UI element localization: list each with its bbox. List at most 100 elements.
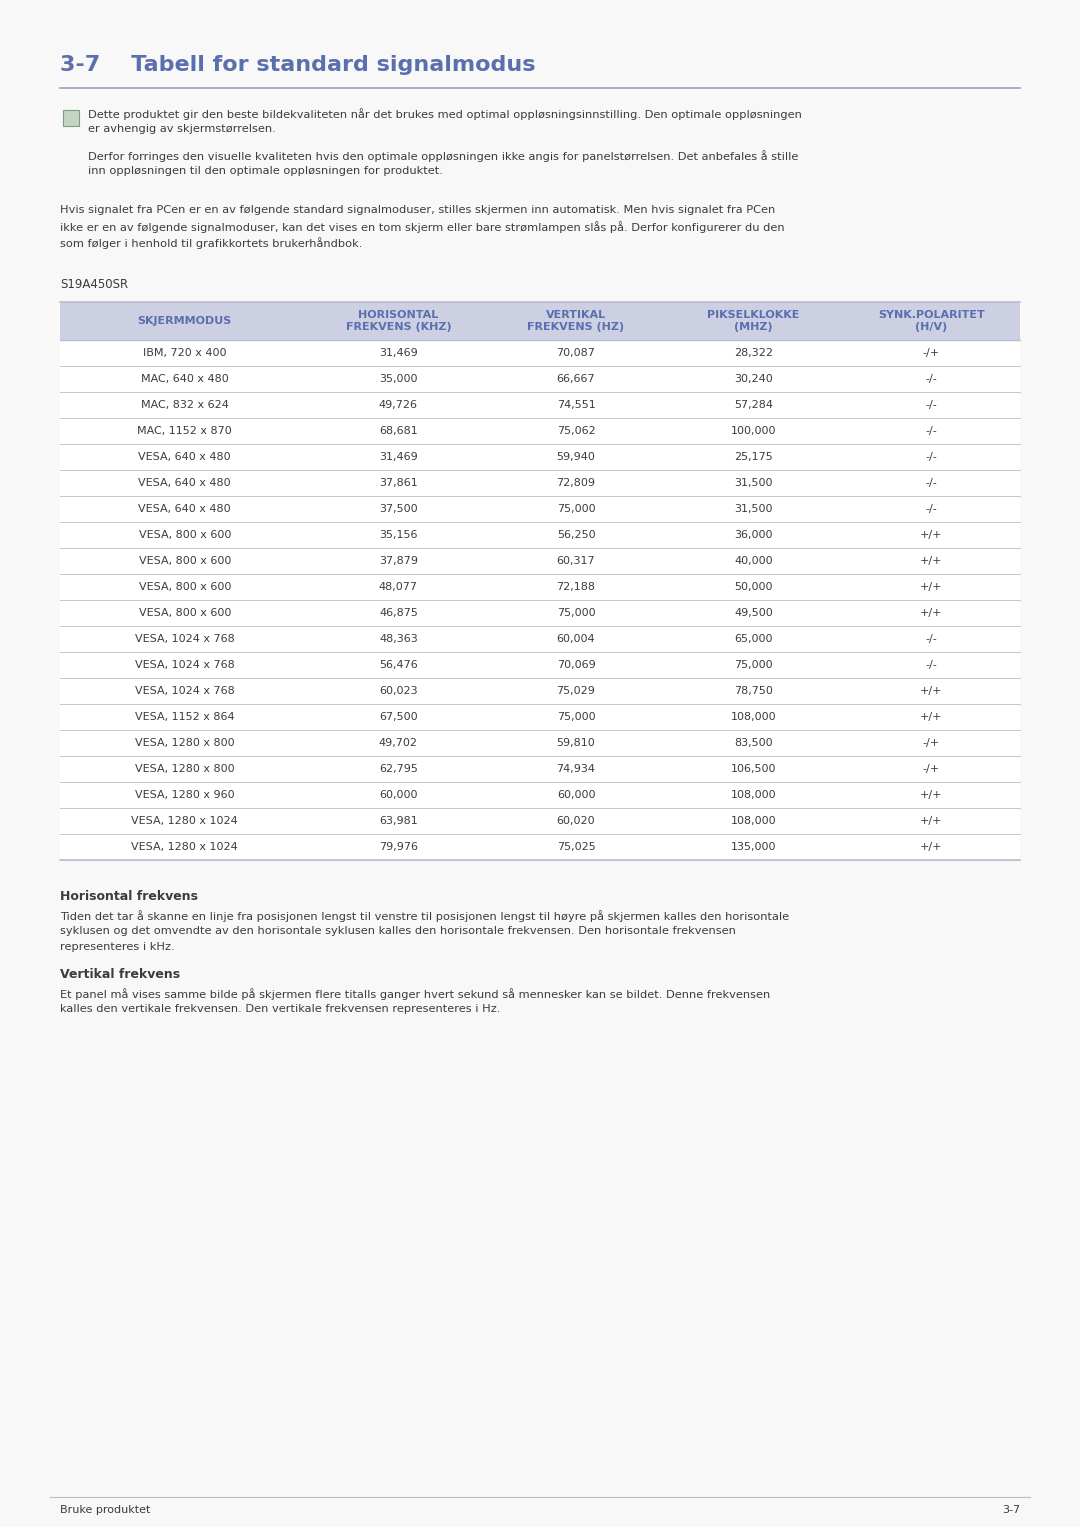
Bar — [60, 548, 1020, 574]
Text: VESA, 1280 x 800: VESA, 1280 x 800 — [135, 764, 234, 774]
Text: 63,981: 63,981 — [379, 815, 418, 826]
Text: VESA, 800 x 600: VESA, 800 x 600 — [138, 582, 231, 592]
Text: 75,000: 75,000 — [556, 504, 595, 515]
Text: SKJERMMODUS: SKJERMMODUS — [137, 316, 232, 325]
Bar — [60, 366, 1020, 392]
Text: kalles den vertikale frekvensen. Den vertikale frekvensen representeres i Hz.: kalles den vertikale frekvensen. Den ver… — [60, 1003, 500, 1014]
Text: Et panel må vises samme bilde på skjermen flere titalls ganger hvert sekund så m: Et panel må vises samme bilde på skjerme… — [60, 988, 770, 1000]
Text: 70,087: 70,087 — [556, 348, 595, 357]
Text: Tiden det tar å skanne en linje fra posisjonen lengst til venstre til posisjonen: Tiden det tar å skanne en linje fra posi… — [60, 910, 789, 922]
Text: 56,250: 56,250 — [556, 530, 595, 541]
Text: 135,000: 135,000 — [731, 841, 777, 852]
Text: 31,469: 31,469 — [379, 348, 418, 357]
Text: 83,500: 83,500 — [734, 738, 773, 748]
Text: 75,000: 75,000 — [734, 660, 773, 670]
Text: +/+: +/+ — [920, 582, 943, 592]
Text: 106,500: 106,500 — [731, 764, 777, 774]
Text: MAC, 640 x 480: MAC, 640 x 480 — [140, 374, 229, 383]
Bar — [60, 574, 1020, 600]
Text: 31,500: 31,500 — [734, 478, 773, 489]
Text: VESA, 640 x 480: VESA, 640 x 480 — [138, 452, 231, 463]
Text: 59,810: 59,810 — [556, 738, 595, 748]
Text: Derfor forringes den visuelle kvaliteten hvis den optimale oppløsningen ikke ang: Derfor forringes den visuelle kvaliteten… — [87, 150, 798, 162]
Text: +/+: +/+ — [920, 815, 943, 826]
Text: VESA, 1280 x 1024: VESA, 1280 x 1024 — [132, 841, 239, 852]
Text: 60,000: 60,000 — [557, 789, 595, 800]
Text: 72,188: 72,188 — [556, 582, 595, 592]
Text: -/-: -/- — [926, 400, 937, 411]
Text: 65,000: 65,000 — [734, 634, 773, 644]
Text: 37,861: 37,861 — [379, 478, 418, 489]
Bar — [60, 782, 1020, 808]
Bar — [60, 730, 1020, 756]
Text: +/+: +/+ — [920, 608, 943, 618]
Text: 60,023: 60,023 — [379, 686, 418, 696]
Text: representeres i kHz.: representeres i kHz. — [60, 942, 175, 951]
Text: som følger i henhold til grafikkortets brukerhåndbok.: som følger i henhold til grafikkortets b… — [60, 237, 363, 249]
Text: ikke er en av følgende signalmoduser, kan det vises en tom skjerm eller bare str: ikke er en av følgende signalmoduser, ka… — [60, 221, 785, 234]
Text: VESA, 1024 x 768: VESA, 1024 x 768 — [135, 660, 234, 670]
Bar — [60, 704, 1020, 730]
Text: Dette produktet gir den beste bildekvaliteten når det brukes med optimal oppløsn: Dette produktet gir den beste bildekvali… — [87, 108, 801, 121]
Bar — [60, 600, 1020, 626]
Bar — [60, 626, 1020, 652]
Text: VERTIKAL
FREKVENS (HZ): VERTIKAL FREKVENS (HZ) — [527, 310, 624, 333]
Text: +/+: +/+ — [920, 556, 943, 567]
Text: Horisontal frekvens: Horisontal frekvens — [60, 890, 198, 902]
Text: PIKSELKLOKKE
(MHZ): PIKSELKLOKKE (MHZ) — [707, 310, 800, 333]
Bar — [60, 341, 1020, 366]
Text: 35,000: 35,000 — [379, 374, 418, 383]
Text: 75,025: 75,025 — [556, 841, 595, 852]
Text: VESA, 1280 x 800: VESA, 1280 x 800 — [135, 738, 234, 748]
Text: VESA, 640 x 480: VESA, 640 x 480 — [138, 478, 231, 489]
Text: 108,000: 108,000 — [731, 789, 777, 800]
Text: +/+: +/+ — [920, 530, 943, 541]
Text: 60,020: 60,020 — [556, 815, 595, 826]
Text: 49,702: 49,702 — [379, 738, 418, 748]
Text: 108,000: 108,000 — [731, 712, 777, 722]
Text: MAC, 1152 x 870: MAC, 1152 x 870 — [137, 426, 232, 437]
Bar — [60, 522, 1020, 548]
Bar — [60, 392, 1020, 418]
Text: -/-: -/- — [926, 426, 937, 437]
Text: 70,069: 70,069 — [556, 660, 595, 670]
Text: 37,500: 37,500 — [379, 504, 418, 515]
Text: HORISONTAL
FREKVENS (KHZ): HORISONTAL FREKVENS (KHZ) — [346, 310, 451, 333]
Text: IBM, 720 x 400: IBM, 720 x 400 — [143, 348, 227, 357]
Text: 57,284: 57,284 — [734, 400, 773, 411]
Bar — [60, 678, 1020, 704]
Text: Bruke produktet: Bruke produktet — [60, 1506, 150, 1515]
Text: 67,500: 67,500 — [379, 712, 418, 722]
Text: VESA, 1024 x 768: VESA, 1024 x 768 — [135, 686, 234, 696]
Text: 28,322: 28,322 — [734, 348, 773, 357]
Text: +/+: +/+ — [920, 789, 943, 800]
Text: VESA, 640 x 480: VESA, 640 x 480 — [138, 504, 231, 515]
Text: +/+: +/+ — [920, 686, 943, 696]
Text: VESA, 800 x 600: VESA, 800 x 600 — [138, 556, 231, 567]
Text: 60,317: 60,317 — [556, 556, 595, 567]
Text: VESA, 1152 x 864: VESA, 1152 x 864 — [135, 712, 234, 722]
Text: -/-: -/- — [926, 374, 937, 383]
Text: 75,000: 75,000 — [556, 608, 595, 618]
Text: 75,029: 75,029 — [556, 686, 595, 696]
Text: -/-: -/- — [926, 478, 937, 489]
Text: 62,795: 62,795 — [379, 764, 418, 774]
Text: 100,000: 100,000 — [731, 426, 777, 437]
Text: 108,000: 108,000 — [731, 815, 777, 826]
Text: VESA, 1024 x 768: VESA, 1024 x 768 — [135, 634, 234, 644]
Text: inn oppløsningen til den optimale oppløsningen for produktet.: inn oppløsningen til den optimale oppløs… — [87, 166, 443, 176]
Text: S19A450SR: S19A450SR — [60, 278, 129, 292]
Text: -/+: -/+ — [922, 738, 940, 748]
Text: 60,000: 60,000 — [379, 789, 418, 800]
Text: 30,240: 30,240 — [734, 374, 773, 383]
Text: 74,551: 74,551 — [556, 400, 595, 411]
Text: 49,726: 49,726 — [379, 400, 418, 411]
Text: 3-7    Tabell for standard signalmodus: 3-7 Tabell for standard signalmodus — [60, 55, 536, 75]
Bar — [60, 302, 1020, 341]
Text: -/-: -/- — [926, 452, 937, 463]
Text: 48,363: 48,363 — [379, 634, 418, 644]
Text: 49,500: 49,500 — [734, 608, 773, 618]
Text: Hvis signalet fra PCen er en av følgende standard signalmoduser, stilles skjerme: Hvis signalet fra PCen er en av følgende… — [60, 205, 775, 215]
Text: 56,476: 56,476 — [379, 660, 418, 670]
Text: 35,156: 35,156 — [379, 530, 418, 541]
